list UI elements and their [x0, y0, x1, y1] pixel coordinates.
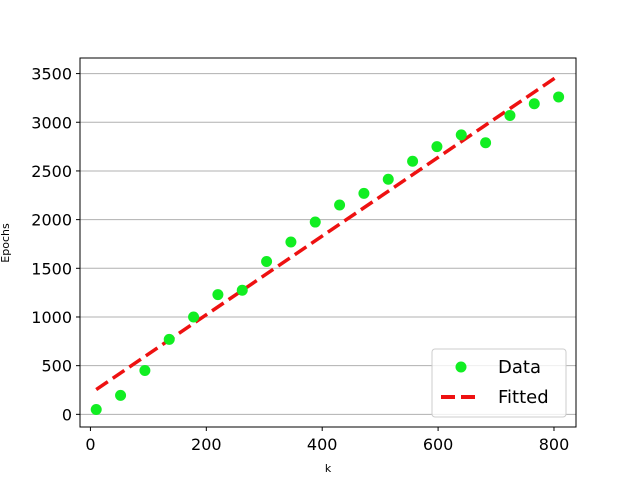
- data-points: [90, 91, 565, 415]
- x-tick-label: 0: [85, 435, 95, 454]
- data-point: [553, 91, 565, 103]
- x-tick-label: 800: [539, 435, 570, 454]
- grid: [80, 73, 576, 415]
- legend-fitted-label: Fitted: [498, 387, 549, 408]
- x-tick-label: 200: [191, 435, 222, 454]
- data-point: [504, 109, 516, 121]
- y-tick-label: 1000: [31, 308, 72, 327]
- data-point: [236, 284, 248, 296]
- x-axis-ticks: 0 200 400 600 800: [85, 427, 569, 454]
- legend: Data Fitted: [431, 348, 567, 418]
- y-axis-ticks: 0 500 1000 1500 2000 2500 3000 3500: [31, 65, 80, 424]
- data-point: [212, 289, 224, 301]
- data-point: [480, 137, 492, 149]
- data-point: [382, 173, 394, 185]
- legend-data-marker: [455, 361, 467, 373]
- data-point: [334, 199, 346, 211]
- y-tick-label: 500: [41, 357, 72, 376]
- y-tick-label: 0: [62, 405, 72, 424]
- data-point: [309, 216, 321, 228]
- data-point: [90, 403, 102, 415]
- data-point: [528, 98, 540, 110]
- data-point: [139, 365, 151, 377]
- y-tick-label: 1500: [31, 259, 72, 278]
- x-axis-label: k: [325, 462, 332, 475]
- x-tick-label: 400: [307, 435, 338, 454]
- y-axis-label: Epochs: [0, 223, 12, 263]
- data-point: [285, 236, 297, 248]
- data-point: [455, 129, 467, 141]
- data-point: [163, 333, 175, 345]
- data-point: [358, 187, 370, 199]
- data-point: [115, 389, 127, 401]
- plot-frame: [79, 57, 577, 428]
- y-tick-label: 3000: [31, 113, 72, 132]
- data-point: [261, 255, 273, 267]
- y-tick-label: 2500: [31, 162, 72, 181]
- data-point: [431, 141, 443, 153]
- data-point: [188, 311, 200, 323]
- y-tick-label: 2000: [31, 211, 72, 230]
- legend-data-label: Data: [498, 357, 541, 378]
- x-tick-label: 600: [423, 435, 454, 454]
- y-tick-label: 3500: [31, 65, 72, 84]
- data-point: [407, 155, 419, 167]
